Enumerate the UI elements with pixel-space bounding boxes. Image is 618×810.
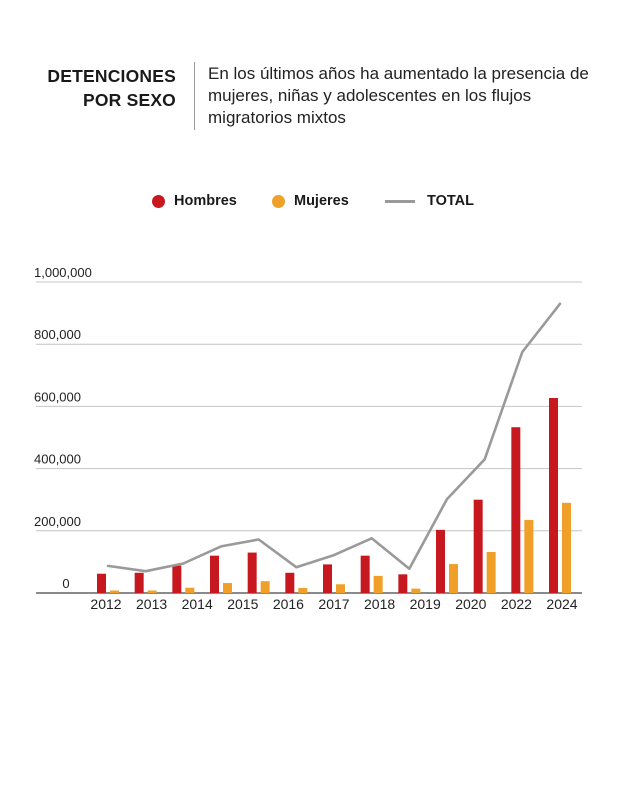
bar-mujeres <box>562 502 571 593</box>
legend-swatch-total <box>385 199 415 203</box>
y-tick-label: 0 <box>62 576 69 591</box>
bar-hombres <box>210 555 219 593</box>
legend-label-mujeres: Mujeres <box>294 193 349 209</box>
chart-title-line-2: POR SEXO <box>82 90 176 110</box>
bar-hombres <box>398 574 408 593</box>
y-tick-label: 800,000 <box>34 327 81 342</box>
y-tick-label: 200,000 <box>34 514 81 529</box>
chart-header: DETENCIONES POR SEXO En los últimos años… <box>40 62 600 132</box>
bar-mujeres <box>260 581 270 593</box>
x-tick-label: 2016 <box>273 596 304 612</box>
x-tick-label: 2013 <box>136 596 167 612</box>
legend-swatch-mujeres <box>272 194 285 208</box>
bar-hombres <box>323 564 332 593</box>
x-tick-label: 2022 <box>501 596 532 612</box>
bar-hombres <box>172 565 182 593</box>
total-line <box>106 302 562 573</box>
bar-mujeres <box>411 588 421 593</box>
bar-mujeres <box>185 587 195 593</box>
y-tick-label: 1,000,000 <box>34 265 92 280</box>
bar-mujeres <box>486 551 496 593</box>
bar-hombres <box>511 427 521 593</box>
chart-subtitle: En los últimos años ha aumentado la pres… <box>208 64 589 127</box>
bar-mujeres <box>298 588 308 593</box>
bar-mujeres <box>449 564 458 593</box>
y-tick-label: 600,000 <box>34 389 81 404</box>
bar-hombres <box>549 398 558 593</box>
x-tick-label: 2019 <box>410 596 441 612</box>
bar-mujeres <box>373 575 383 593</box>
chart-title-line-1: DETENCIONES <box>47 66 176 86</box>
x-tick-label: 2024 <box>546 596 577 612</box>
bar-hombres <box>360 555 370 593</box>
chart-title: DETENCIONES POR SEXO <box>47 64 176 112</box>
bar-mujeres <box>336 584 345 593</box>
x-tick-label: 2014 <box>182 596 213 612</box>
legend-swatch-hombres <box>152 194 165 208</box>
bar-mujeres <box>147 590 157 593</box>
bar-mujeres <box>524 519 534 593</box>
y-tick-label: 400,000 <box>34 452 81 467</box>
x-tick-label: 2015 <box>227 596 258 612</box>
legend-item-hombres: Hombres <box>152 190 237 212</box>
bar-hombres <box>285 572 295 593</box>
bar-hombres <box>97 573 106 593</box>
chart-legend: Hombres Mujeres TOTAL <box>0 190 618 212</box>
bar-mujeres <box>223 583 232 593</box>
header-divider <box>194 62 195 130</box>
x-tick-label: 2017 <box>318 596 349 612</box>
bar-hombres <box>436 529 445 593</box>
x-tick-label: 2012 <box>90 596 121 612</box>
bar-hombres <box>247 552 257 593</box>
x-tick-label: 2020 <box>455 596 486 612</box>
x-tick-label: 2018 <box>364 596 395 612</box>
legend-item-mujeres: Mujeres <box>272 190 349 212</box>
legend-label-total: TOTAL <box>427 193 474 209</box>
bar-hombres <box>473 499 483 593</box>
bar-hombres <box>134 572 144 593</box>
bar-line-chart: 1,000,000 800,000 600,000 400,000 200,000 0 20… <box>34 265 582 612</box>
legend-label-hombres: Hombres <box>174 193 237 209</box>
legend-item-total: TOTAL <box>385 190 474 212</box>
bar-mujeres <box>110 590 119 593</box>
